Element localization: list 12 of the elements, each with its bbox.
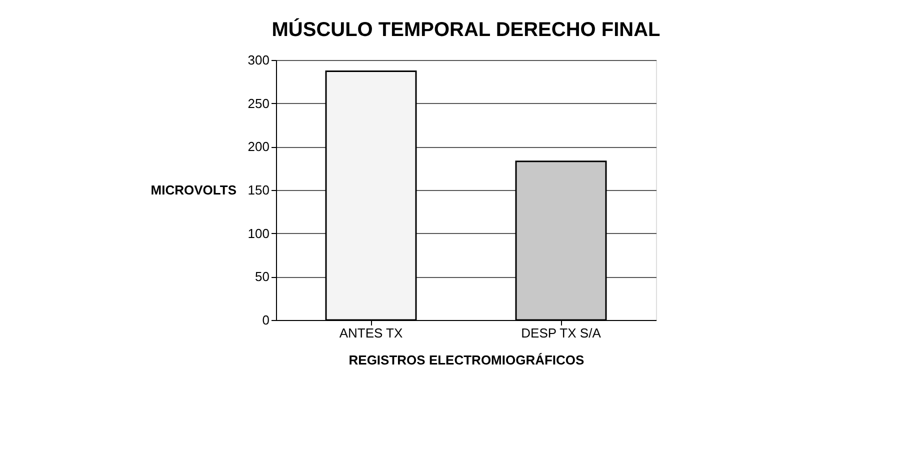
chart-title: MÚSCULO TEMPORAL DERECHO FINAL [272, 18, 660, 41]
y-tick-label: 150 [248, 182, 270, 198]
x-tick-label: ANTES TX [339, 326, 403, 340]
y-tick-label: 100 [248, 226, 270, 241]
x-tick-label: DESP TX S/A [521, 326, 602, 340]
y-tick-label: 0 [262, 312, 270, 328]
x-axis-title: REGISTROS ELECTROMIOGRÁFICOS [348, 352, 585, 368]
y-tick-label: 300 [248, 52, 270, 68]
y-axis-title: MICROVOLTS [150, 182, 237, 198]
y-tick-label: 50 [255, 269, 270, 284]
y-tick-label: 200 [248, 139, 270, 154]
y-tick-label: 250 [248, 96, 270, 111]
